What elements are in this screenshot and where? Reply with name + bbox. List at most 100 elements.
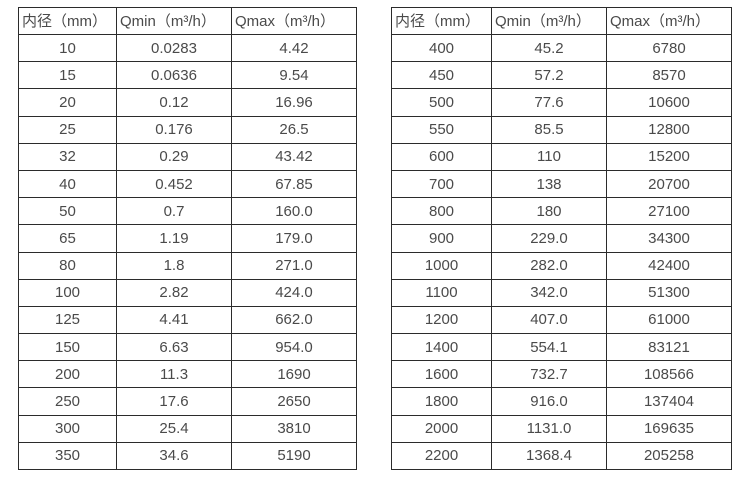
table-cell: 100 <box>18 278 117 307</box>
table-cell: 700 <box>391 169 492 199</box>
table-row: 65 1.19 179.0 <box>18 224 357 253</box>
table-cell: 6.63 <box>116 333 232 362</box>
table-row: 1000 282.0 42400 <box>391 251 732 280</box>
header-row: 内径（mm） Qmin（m³/h） Qmax（m³/h） <box>18 7 357 35</box>
table-cell: 424.0 <box>231 278 357 307</box>
header-cell-0: 内径（mm） <box>18 7 117 35</box>
header-cell-0: 内径（mm） <box>391 7 492 35</box>
table-cell: 271.0 <box>231 251 357 280</box>
table-cell: 0.7 <box>116 197 232 226</box>
table-row: 10 0.0283 4.42 <box>18 33 357 63</box>
table-row: 800 180 27100 <box>391 197 732 226</box>
table-cell: 150 <box>18 333 117 362</box>
table-cell: 1368.4 <box>491 441 607 471</box>
table-cell: 1131.0 <box>491 414 607 443</box>
table-cell: 65 <box>18 224 117 253</box>
table-cell: 125 <box>18 305 117 335</box>
table-row: 600 110 15200 <box>391 142 732 171</box>
table-cell: 0.176 <box>116 115 232 144</box>
table-cell: 51300 <box>606 278 732 307</box>
table-cell: 25.4 <box>116 414 232 443</box>
table-cell: 17.6 <box>116 387 232 416</box>
table-cell: 250 <box>18 387 117 416</box>
table-row: 1200 407.0 61000 <box>391 305 732 335</box>
table-cell: 6780 <box>606 33 732 63</box>
table-row: 700 138 20700 <box>391 169 732 199</box>
table-cell: 2650 <box>231 387 357 416</box>
table-cell: 25 <box>18 115 117 144</box>
table-cell: 80 <box>18 251 117 280</box>
table-cell: 160.0 <box>231 197 357 226</box>
table-row: 50 0.7 160.0 <box>18 197 357 226</box>
table-cell: 169635 <box>606 414 732 443</box>
table-cell: 350 <box>18 441 117 471</box>
table-cell: 1000 <box>391 251 492 280</box>
table-cell: 900 <box>391 224 492 253</box>
table-row: 500 77.6 10600 <box>391 88 732 117</box>
table-cell: 282.0 <box>491 251 607 280</box>
table-cell: 138 <box>491 169 607 199</box>
table-cell: 600 <box>391 142 492 171</box>
table-cell: 4.41 <box>116 305 232 335</box>
table-cell: 1200 <box>391 305 492 335</box>
table-cell: 1400 <box>391 333 492 362</box>
table-cell: 57.2 <box>491 61 607 90</box>
table-cell: 11.3 <box>116 360 232 389</box>
table-row: 40 0.452 67.85 <box>18 169 357 199</box>
table-cell: 200 <box>18 360 117 389</box>
table-cell: 20700 <box>606 169 732 199</box>
table-cell: 50 <box>18 197 117 226</box>
table-cell: 0.0283 <box>116 33 232 63</box>
table-cell: 0.29 <box>116 142 232 171</box>
table-cell: 34300 <box>606 224 732 253</box>
table-cell: 800 <box>391 197 492 226</box>
table-cell: 32 <box>18 142 117 171</box>
flow-rate-table-large-diameters: 内径（mm） Qmin（m³/h） Qmax（m³/h） 400 45.2 6780 450… <box>391 7 732 471</box>
table-cell: 27100 <box>606 197 732 226</box>
table-cell: 1600 <box>391 360 492 389</box>
table-row: 1100 342.0 51300 <box>391 278 732 307</box>
table-cell: 108566 <box>606 360 732 389</box>
table-cell: 300 <box>18 414 117 443</box>
table-cell: 1.8 <box>116 251 232 280</box>
table-cell: 45.2 <box>491 33 607 63</box>
table-cell: 450 <box>391 61 492 90</box>
table-cell: 0.12 <box>116 88 232 117</box>
table-cell: 10600 <box>606 88 732 117</box>
table-cell: 8570 <box>606 61 732 90</box>
table-cell: 83121 <box>606 333 732 362</box>
table-cell: 4.42 <box>231 33 357 63</box>
table-cell: 12800 <box>606 115 732 144</box>
table-row: 1800 916.0 137404 <box>391 387 732 416</box>
table-cell: 954.0 <box>231 333 357 362</box>
table-cell: 229.0 <box>491 224 607 253</box>
table-row: 2200 1368.4 205258 <box>391 441 732 471</box>
table-row: 200 11.3 1690 <box>18 360 357 389</box>
table-cell: 15200 <box>606 142 732 171</box>
table-cell: 342.0 <box>491 278 607 307</box>
table-cell: 0.452 <box>116 169 232 199</box>
table-cell: 77.6 <box>491 88 607 117</box>
table-row: 400 45.2 6780 <box>391 33 732 63</box>
table-row: 32 0.29 43.42 <box>18 142 357 171</box>
table-cell: 110 <box>491 142 607 171</box>
table-cell: 2.82 <box>116 278 232 307</box>
header-cell-2: Qmax（m³/h） <box>231 7 357 35</box>
table-row: 550 85.5 12800 <box>391 115 732 144</box>
table-cell: 916.0 <box>491 387 607 416</box>
table-cell: 10 <box>18 33 117 63</box>
table-row: 250 17.6 2650 <box>18 387 357 416</box>
table-cell: 40 <box>18 169 117 199</box>
table-cell: 15 <box>18 61 117 90</box>
table-cell: 43.42 <box>231 142 357 171</box>
table-cell: 67.85 <box>231 169 357 199</box>
table-row: 100 2.82 424.0 <box>18 278 357 307</box>
table-cell: 732.7 <box>491 360 607 389</box>
header-row: 内径（mm） Qmin（m³/h） Qmax（m³/h） <box>391 7 732 35</box>
table-row: 350 34.6 5190 <box>18 441 357 471</box>
table-cell: 0.0636 <box>116 61 232 90</box>
table-row: 1400 554.1 83121 <box>391 333 732 362</box>
table-cell: 500 <box>391 88 492 117</box>
table-cell: 3810 <box>231 414 357 443</box>
